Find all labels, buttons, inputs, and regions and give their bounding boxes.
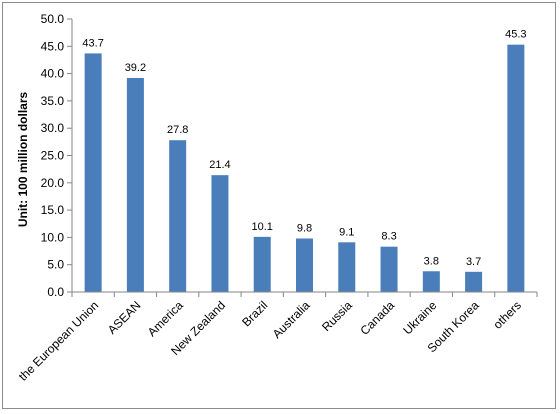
bar xyxy=(338,242,356,292)
x-tick-label: Canada xyxy=(358,298,398,338)
y-tick-label: 25.0 xyxy=(41,149,65,163)
data-label: 3.7 xyxy=(466,256,481,268)
x-tick-label: Russia xyxy=(319,298,355,334)
y-tick-label: 15.0 xyxy=(41,203,65,217)
y-tick-label: 35.0 xyxy=(41,94,65,108)
x-tick-label: Australia xyxy=(270,298,313,341)
y-tick-label: 30.0 xyxy=(41,121,65,135)
data-label: 10.1 xyxy=(252,221,273,233)
chart-frame xyxy=(2,2,556,409)
y-tick-label: 0.0 xyxy=(47,285,64,299)
bar xyxy=(126,77,144,292)
y-tick-label: 10.0 xyxy=(41,230,65,244)
x-tick-label: Ukraine xyxy=(400,298,439,337)
bars xyxy=(84,44,525,293)
x-tick-label: ASEAN xyxy=(105,298,144,337)
x-tick-label: Brazil xyxy=(239,298,270,329)
bar xyxy=(253,236,271,292)
y-tick-label: 5.0 xyxy=(47,258,64,272)
y-tick-label: 20.0 xyxy=(41,176,65,190)
bar xyxy=(169,140,187,292)
data-label: 9.8 xyxy=(297,222,312,234)
x-tick-label: the European Union xyxy=(16,298,101,383)
data-label: 39.2 xyxy=(125,62,146,74)
data-label: 27.8 xyxy=(167,124,188,136)
y-tick-label: 40.0 xyxy=(41,67,65,81)
bar xyxy=(211,175,229,292)
data-label: 9.1 xyxy=(339,226,354,238)
y-axis-ticks: 0.0 5.0 10.0 15.0 20.0 25.0 30.0 35.0 40.0 45.0 50… xyxy=(41,12,72,299)
bar xyxy=(380,246,398,292)
data-label: 3.8 xyxy=(424,255,439,267)
bar xyxy=(507,44,525,292)
data-label: 8.3 xyxy=(381,231,396,243)
data-labels: 43.7 39.2 27.8 21.4 10.1 9.8 9.1 8.3 3.8 3.7 45.3 xyxy=(82,29,526,268)
bar xyxy=(465,271,483,292)
x-tick-label: others xyxy=(490,298,523,331)
bar xyxy=(422,271,440,292)
data-label: 43.7 xyxy=(82,37,103,49)
data-label: 45.3 xyxy=(505,29,526,41)
y-tick-label: 50.0 xyxy=(41,12,65,26)
bar xyxy=(84,53,102,293)
x-tick-label: America xyxy=(145,298,186,339)
y-tick-label: 45.0 xyxy=(41,39,65,53)
data-label: 21.4 xyxy=(209,159,230,171)
y-axis-label: Unit: 100 million dollars xyxy=(16,91,30,227)
bar xyxy=(296,238,313,292)
